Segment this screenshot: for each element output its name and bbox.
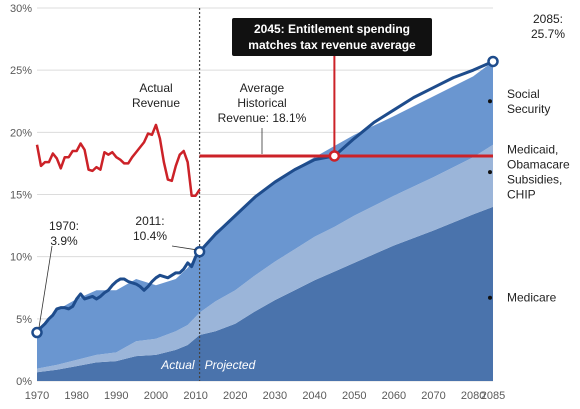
legend-label-1: Medicaid, [507, 143, 558, 157]
y-axis: 0% 5% 10% 15% 20% 25% 30% [10, 3, 32, 388]
y-tick-label: 0% [16, 376, 32, 388]
marker-label-year: 1970: [49, 219, 79, 233]
x-tick-label: 1990 [104, 390, 128, 402]
legend-label-1: Subsidies, [507, 173, 562, 187]
data-marker-2 [487, 55, 499, 68]
x-tick-label: 2030 [263, 390, 287, 402]
data-marker-1 [193, 245, 206, 258]
legend-label-2: Medicare [507, 291, 557, 305]
markers [31, 55, 499, 339]
data-marker-0 [31, 326, 43, 339]
annotations: 1970:3.9%2011:10.4%2085:25.7%ActualReven… [38, 12, 565, 372]
x-tick-label: 2010 [183, 390, 207, 402]
legend-label-0: Social [507, 87, 540, 101]
area-series-0 [37, 206, 493, 381]
x-tick-label: 2040 [302, 390, 326, 402]
legend-dot-1 [488, 170, 492, 175]
x-tick-label: 2000 [144, 390, 168, 402]
y-tick-label: 5% [16, 314, 32, 326]
x-axis: 1970 1980 1990 2000 2010 2020 2030 2040 2050 2060… [25, 390, 505, 402]
y-tick-label: 30% [10, 3, 32, 15]
callout-line-2: matches tax revenue average [248, 38, 416, 52]
legend-dot-0 [488, 99, 492, 104]
x-tick-label: 2070 [421, 390, 445, 402]
x-tick-label: 2085 [481, 390, 505, 402]
marker-label-year: 2085: [533, 12, 563, 26]
stacked-areas [37, 61, 493, 381]
x-tick-label: 1980 [64, 390, 88, 402]
total-spending-line-group [35, 60, 494, 334]
projected-period-label: Projected [205, 358, 256, 372]
revenue-lines [35, 8, 493, 381]
average-revenue-label: Revenue: 18.1% [218, 111, 307, 125]
average-revenue-label: Average [240, 81, 285, 95]
y-tick-label: 15% [10, 190, 32, 202]
callout-box [232, 18, 432, 56]
total-spending-line [35, 60, 494, 334]
crossover-marker [328, 150, 341, 162]
x-tick-label: 1970 [25, 390, 49, 402]
x-tick-label: 2020 [223, 390, 247, 402]
y-tick-label: 10% [10, 252, 32, 264]
marker-leader-2011 [171, 245, 196, 251]
y-tick-label: 25% [10, 65, 32, 77]
average-revenue-label: Historical [237, 96, 286, 110]
marker-leader-1970 [38, 245, 53, 328]
legend-label-0: Security [507, 102, 550, 116]
marker-label-value: 3.9% [50, 234, 78, 248]
callout-line-1: 2045: Entitlement spending [254, 22, 410, 36]
x-tick-label: 2050 [342, 390, 366, 402]
legend-label-1: CHIP [507, 188, 536, 202]
marker-label-value: 25.7% [531, 27, 565, 41]
legend-dot-2 [488, 295, 492, 300]
marker-label-year: 2011: [135, 214, 164, 228]
actual-revenue-label: Revenue [132, 96, 180, 110]
actual-revenue-label: Actual [139, 81, 172, 95]
area-series-2 [37, 61, 493, 369]
actual-revenue-line [35, 123, 201, 197]
x-tick-label: 2060 [382, 390, 406, 402]
marker-label-value: 10.4% [133, 229, 167, 243]
x-tick-label: 2080 [461, 390, 485, 402]
legend-label-1: Obamacare [507, 158, 570, 172]
y-tick-label: 20% [10, 127, 32, 139]
actual-period-label: Actual [160, 358, 195, 372]
